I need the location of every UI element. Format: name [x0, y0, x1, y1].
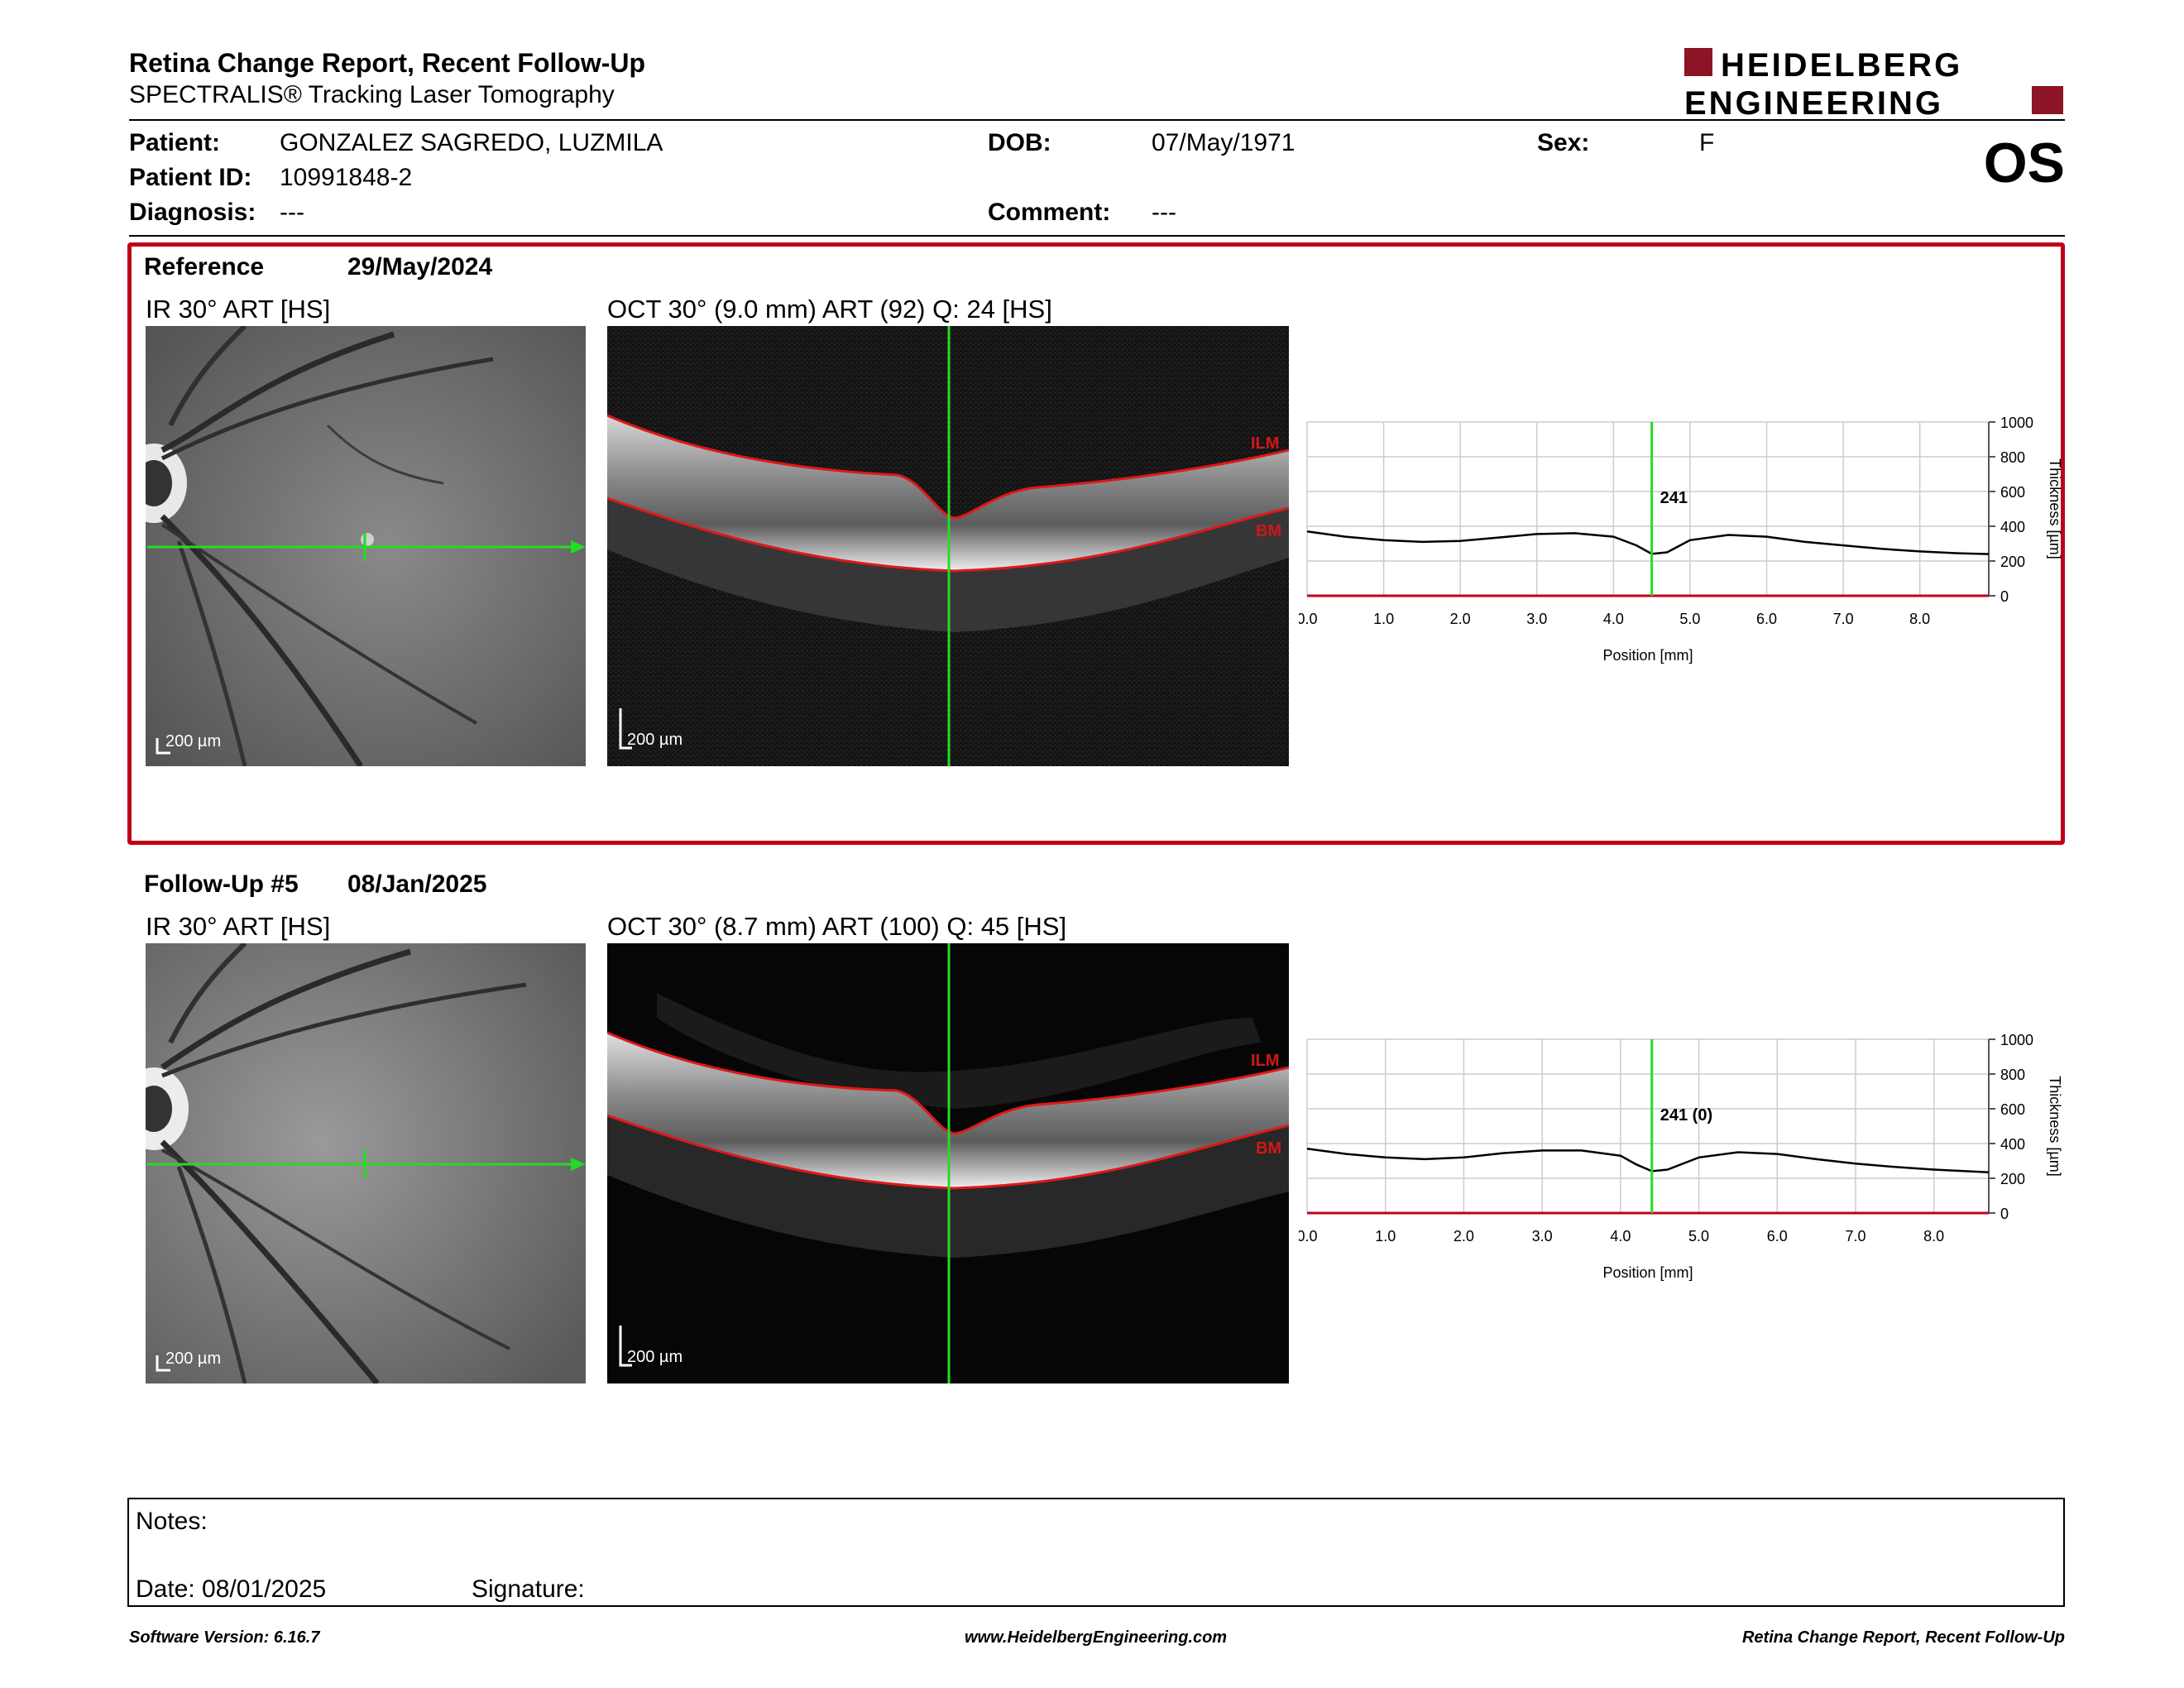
reference-oct-caption: OCT 30° (9.0 mm) ART (92) Q: 24 [HS] — [607, 295, 1052, 324]
followup-chart-y-tick-label: 800 — [2000, 1067, 2025, 1083]
followup-chart-thickness-line — [1306, 1148, 1990, 1173]
reference-chart-y-axis-label: Thickness [µm] — [2047, 458, 2063, 559]
followup-chart-y-tick-label: 1000 — [2000, 1032, 2033, 1048]
followup-chart-y-tick-label: 0 — [2000, 1206, 2009, 1222]
reference-chart-y-tick-label: 800 — [2000, 449, 2025, 466]
reference-chart-y-tick-label: 600 — [2000, 484, 2025, 501]
followup-oct-image[interactable]: ILM BM 200 µm — [607, 943, 1289, 1383]
followup-oct-caption: OCT 30° (8.7 mm) ART (100) Q: 45 [HS] — [607, 912, 1067, 941]
followup-bm-label: BM — [1256, 1139, 1281, 1158]
followup-thickness-chart[interactable]: 0 200 400 600 800 1000 0.0 1.0 2.0 3.0 4.0 5.0 6.0 7.… — [1296, 1028, 2076, 1301]
followup-chart-marker-label: 241 (0) — [1660, 1106, 1712, 1125]
sex-value: F — [1699, 129, 1715, 156]
followup-chart-grid — [1306, 1038, 1989, 1214]
footer-report-name: Retina Change Report, Recent Follow-Up — [1741, 1628, 2065, 1647]
reference-chart-y-tick-label: 200 — [2000, 554, 2025, 570]
logo-line1: HEIDELBERG — [1721, 47, 1962, 84]
followup-date: 08/Jan/2025 — [347, 870, 487, 898]
reference-chart-x-axis-label: Position [mm] — [1602, 647, 1693, 664]
reference-chart-x-tick-label: 4.0 — [1603, 611, 1624, 627]
followup-chart-x-tick-label: 7.0 — [1845, 1228, 1866, 1244]
reference-chart-thickness-line — [1306, 530, 1990, 555]
followup-chart-x-tick-label: 1.0 — [1375, 1228, 1396, 1244]
patient-name: GONZALEZ SAGREDO, LUZMILA — [280, 129, 663, 156]
comment-value: --- — [1152, 199, 1176, 226]
followup-chart-x-tick-label: 8.0 — [1923, 1228, 1944, 1244]
reference-chart-y-tick-label: 0 — [2000, 588, 2009, 605]
report-subtitle: SPECTRALIS® Tracking Laser Tomography — [129, 81, 615, 108]
followup-ir-image[interactable]: 200 µm — [146, 943, 586, 1383]
reference-chart-x-tick-label: 5.0 — [1679, 611, 1700, 627]
followup-chart-x-tick-label: 4.0 — [1610, 1228, 1631, 1244]
footer-website: www.HeidelbergEngineering.com — [965, 1628, 1228, 1647]
reference-bm-label: BM — [1256, 522, 1281, 540]
sex-label: Sex: — [1537, 129, 1590, 156]
eye-indicator: OS — [1983, 132, 2065, 194]
reference-chart-x-tick-label: 3.0 — [1526, 611, 1547, 627]
reference-label: Reference — [144, 253, 265, 281]
patient-id-label: Patient ID: — [129, 164, 252, 191]
reference-panel — [127, 242, 2065, 845]
reference-chart-x-tick-label: 1.0 — [1373, 611, 1394, 627]
report-title: Retina Change Report, Recent Follow-Up — [129, 48, 646, 78]
followup-chart-x-tick-label: 2.0 — [1454, 1228, 1474, 1244]
reference-ilm-label: ILM — [1251, 434, 1279, 453]
followup-chart-x-tick-label: 0.0 — [1299, 1228, 1318, 1244]
followup-ilm-label: ILM — [1251, 1052, 1279, 1070]
followup-label: Follow-Up #5 — [144, 870, 299, 898]
reference-chart-x-tick-label: 6.0 — [1756, 611, 1777, 627]
followup-chart-x-tick-label: 6.0 — [1767, 1228, 1788, 1244]
followup-chart-x-axis-label: Position [mm] — [1602, 1264, 1693, 1281]
followup-chart-y-tick-label: 200 — [2000, 1171, 2025, 1187]
reference-chart-marker-label: 241 — [1660, 489, 1688, 507]
followup-chart-y-tick-label: 400 — [2000, 1136, 2025, 1153]
followup-chart-x-tick-label: 3.0 — [1532, 1228, 1553, 1244]
notes-box[interactable] — [127, 1498, 2065, 1607]
followup-chart-y-tick-label: 600 — [2000, 1101, 2025, 1118]
heidelberg-logo: HEIDELBERG ENGINEERING — [1684, 45, 2065, 122]
reference-ir-scale: 200 µm — [165, 732, 221, 750]
reference-date: 29/May/2024 — [347, 253, 493, 281]
reference-chart-x-tick-label: 0.0 — [1299, 611, 1318, 627]
patient-label: Patient: — [129, 129, 221, 156]
followup-ir-scale: 200 µm — [165, 1350, 221, 1368]
reference-chart-y-tick-label: 1000 — [2000, 415, 2033, 431]
signature-label: Signature: — [472, 1575, 585, 1603]
diagnosis-label: Diagnosis: — [129, 199, 256, 226]
reference-oct-image[interactable]: ILM BM 200 µm — [607, 326, 1289, 766]
reference-chart-y-tick-label: 400 — [2000, 519, 2025, 535]
reference-ir-image[interactable]: 200 µm — [146, 326, 586, 766]
footer-software-version: Software Version: 6.16.7 — [129, 1628, 320, 1647]
followup-oct-scale: 200 µm — [627, 1348, 682, 1366]
reference-oct-scale: 200 µm — [627, 731, 682, 749]
notes-label: Notes: — [136, 1508, 208, 1535]
logo-line2: ENGINEERING — [1684, 85, 1943, 119]
reference-chart-grid — [1306, 421, 1989, 597]
reference-chart-x-tick-label: 8.0 — [1909, 611, 1930, 627]
patient-id: 10991848-2 — [280, 164, 413, 191]
reference-chart-x-tick-label: 2.0 — [1450, 611, 1471, 627]
followup-ir-caption: IR 30° ART [HS] — [146, 912, 331, 941]
dob-value: 07/May/1971 — [1152, 129, 1296, 156]
notes-date: Date: 08/01/2025 — [136, 1575, 327, 1603]
comment-label: Comment: — [988, 199, 1111, 226]
reference-ir-caption: IR 30° ART [HS] — [146, 295, 331, 324]
reference-thickness-chart[interactable]: 0 200 400 600 800 1000 0.0 1.0 2.0 3.0 4.0 5.0 6.0 7.… — [1296, 410, 2076, 683]
dob-label: DOB: — [988, 129, 1051, 156]
reference-chart-x-tick-label: 7.0 — [1833, 611, 1854, 627]
followup-chart-y-axis-label: Thickness [µm] — [2047, 1076, 2063, 1176]
followup-chart-x-tick-label: 5.0 — [1688, 1228, 1709, 1244]
diagnosis-value: --- — [280, 199, 304, 226]
